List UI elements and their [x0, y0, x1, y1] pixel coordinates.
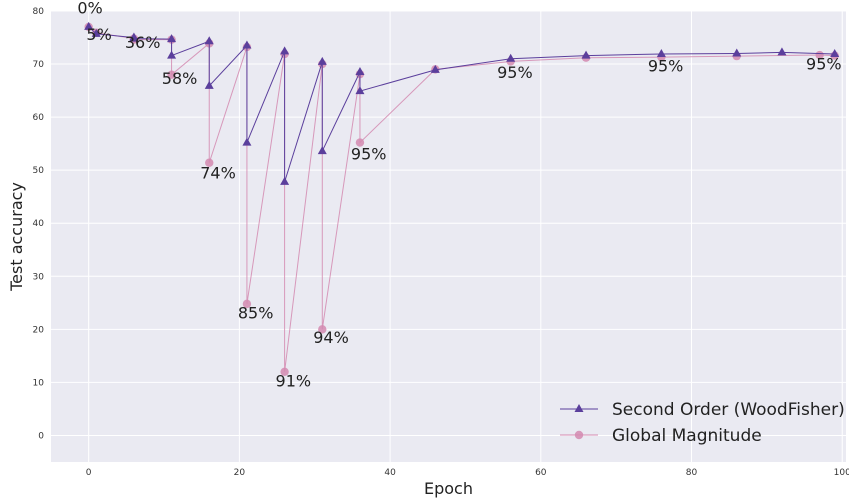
data-point — [242, 137, 252, 146]
y-tick-label: 10 — [33, 378, 45, 388]
annotation-label: 95% — [806, 54, 842, 73]
data-point — [242, 299, 252, 309]
y-tick-label: 30 — [33, 272, 45, 282]
x-tick-label: 60 — [535, 468, 547, 478]
annotations: 0% 5% 36%58% 74% 85% 91% 94% 95% 95% 95% 95% — [77, 0, 841, 391]
data-point — [830, 48, 840, 57]
data-point — [355, 86, 365, 95]
grid — [51, 10, 846, 462]
annotation-label: 95% — [351, 145, 387, 164]
legend-label-second-order: Second Order (WoodFisher) — [612, 400, 845, 420]
data-point — [656, 48, 666, 57]
ticks: 0 20 40 60 80 100 0 10 20 30 40 50 60 70 80 — [33, 7, 849, 478]
annotation-label: 36% — [125, 33, 161, 52]
data-point — [815, 50, 824, 60]
data-point — [242, 40, 252, 49]
data-point — [280, 176, 290, 185]
x-tick-label: 80 — [686, 468, 698, 478]
y-axis-label: Test accuracy — [7, 182, 26, 292]
x-tick-label: 100 — [834, 468, 849, 478]
data-point — [129, 33, 139, 42]
data-point — [777, 47, 787, 56]
y-tick-label: 20 — [33, 325, 45, 335]
series-second-order — [84, 21, 840, 185]
data-point — [280, 367, 289, 376]
annotation-label: 74% — [200, 164, 236, 183]
data-point — [506, 53, 516, 62]
data-point — [732, 48, 742, 57]
annotation-label: 94% — [313, 328, 349, 347]
annotation-label: 95% — [497, 63, 533, 82]
y-tick-label: 70 — [33, 60, 45, 70]
data-point — [280, 46, 290, 55]
data-point — [204, 36, 214, 45]
data-point — [317, 56, 327, 65]
annotation-label: 58% — [162, 69, 198, 88]
data-point — [167, 34, 177, 43]
x-tick-label: 20 — [234, 468, 246, 478]
data-point — [167, 70, 176, 79]
x-axis-label: Epoch — [424, 479, 473, 498]
data-point — [317, 146, 327, 155]
data-point — [318, 325, 327, 334]
annotation-label: 95% — [648, 56, 684, 75]
data-point — [204, 80, 214, 89]
data-point — [167, 50, 177, 59]
legend-label-global-magnitude: Global Magnitude — [612, 426, 762, 446]
data-point — [355, 67, 365, 76]
annotation-label: 91% — [276, 372, 312, 391]
annotation-label: 5% — [86, 25, 111, 44]
data-point — [84, 21, 94, 30]
legend-marker-second-order — [574, 404, 584, 412]
data-point — [355, 138, 365, 147]
data-point — [91, 28, 101, 37]
data-point — [430, 64, 440, 73]
y-tick-label: 50 — [33, 166, 45, 176]
annotation-label: 85% — [238, 304, 274, 323]
y-tick-label: 40 — [33, 219, 45, 229]
legend-marker-global-magnitude — [574, 430, 584, 440]
data-point — [581, 50, 591, 59]
series-layer — [84, 21, 840, 376]
plot-area — [51, 11, 846, 462]
x-tick-label: 40 — [384, 468, 396, 478]
x-tick-label: 0 — [86, 468, 92, 478]
data-point — [205, 158, 214, 167]
y-tick-label: 80 — [33, 7, 45, 17]
legend: Second Order (WoodFisher) Global Magnitu… — [560, 400, 845, 446]
y-tick-label: 0 — [38, 431, 44, 441]
annotation-label: 0% — [77, 0, 102, 18]
y-tick-label: 60 — [33, 113, 45, 123]
